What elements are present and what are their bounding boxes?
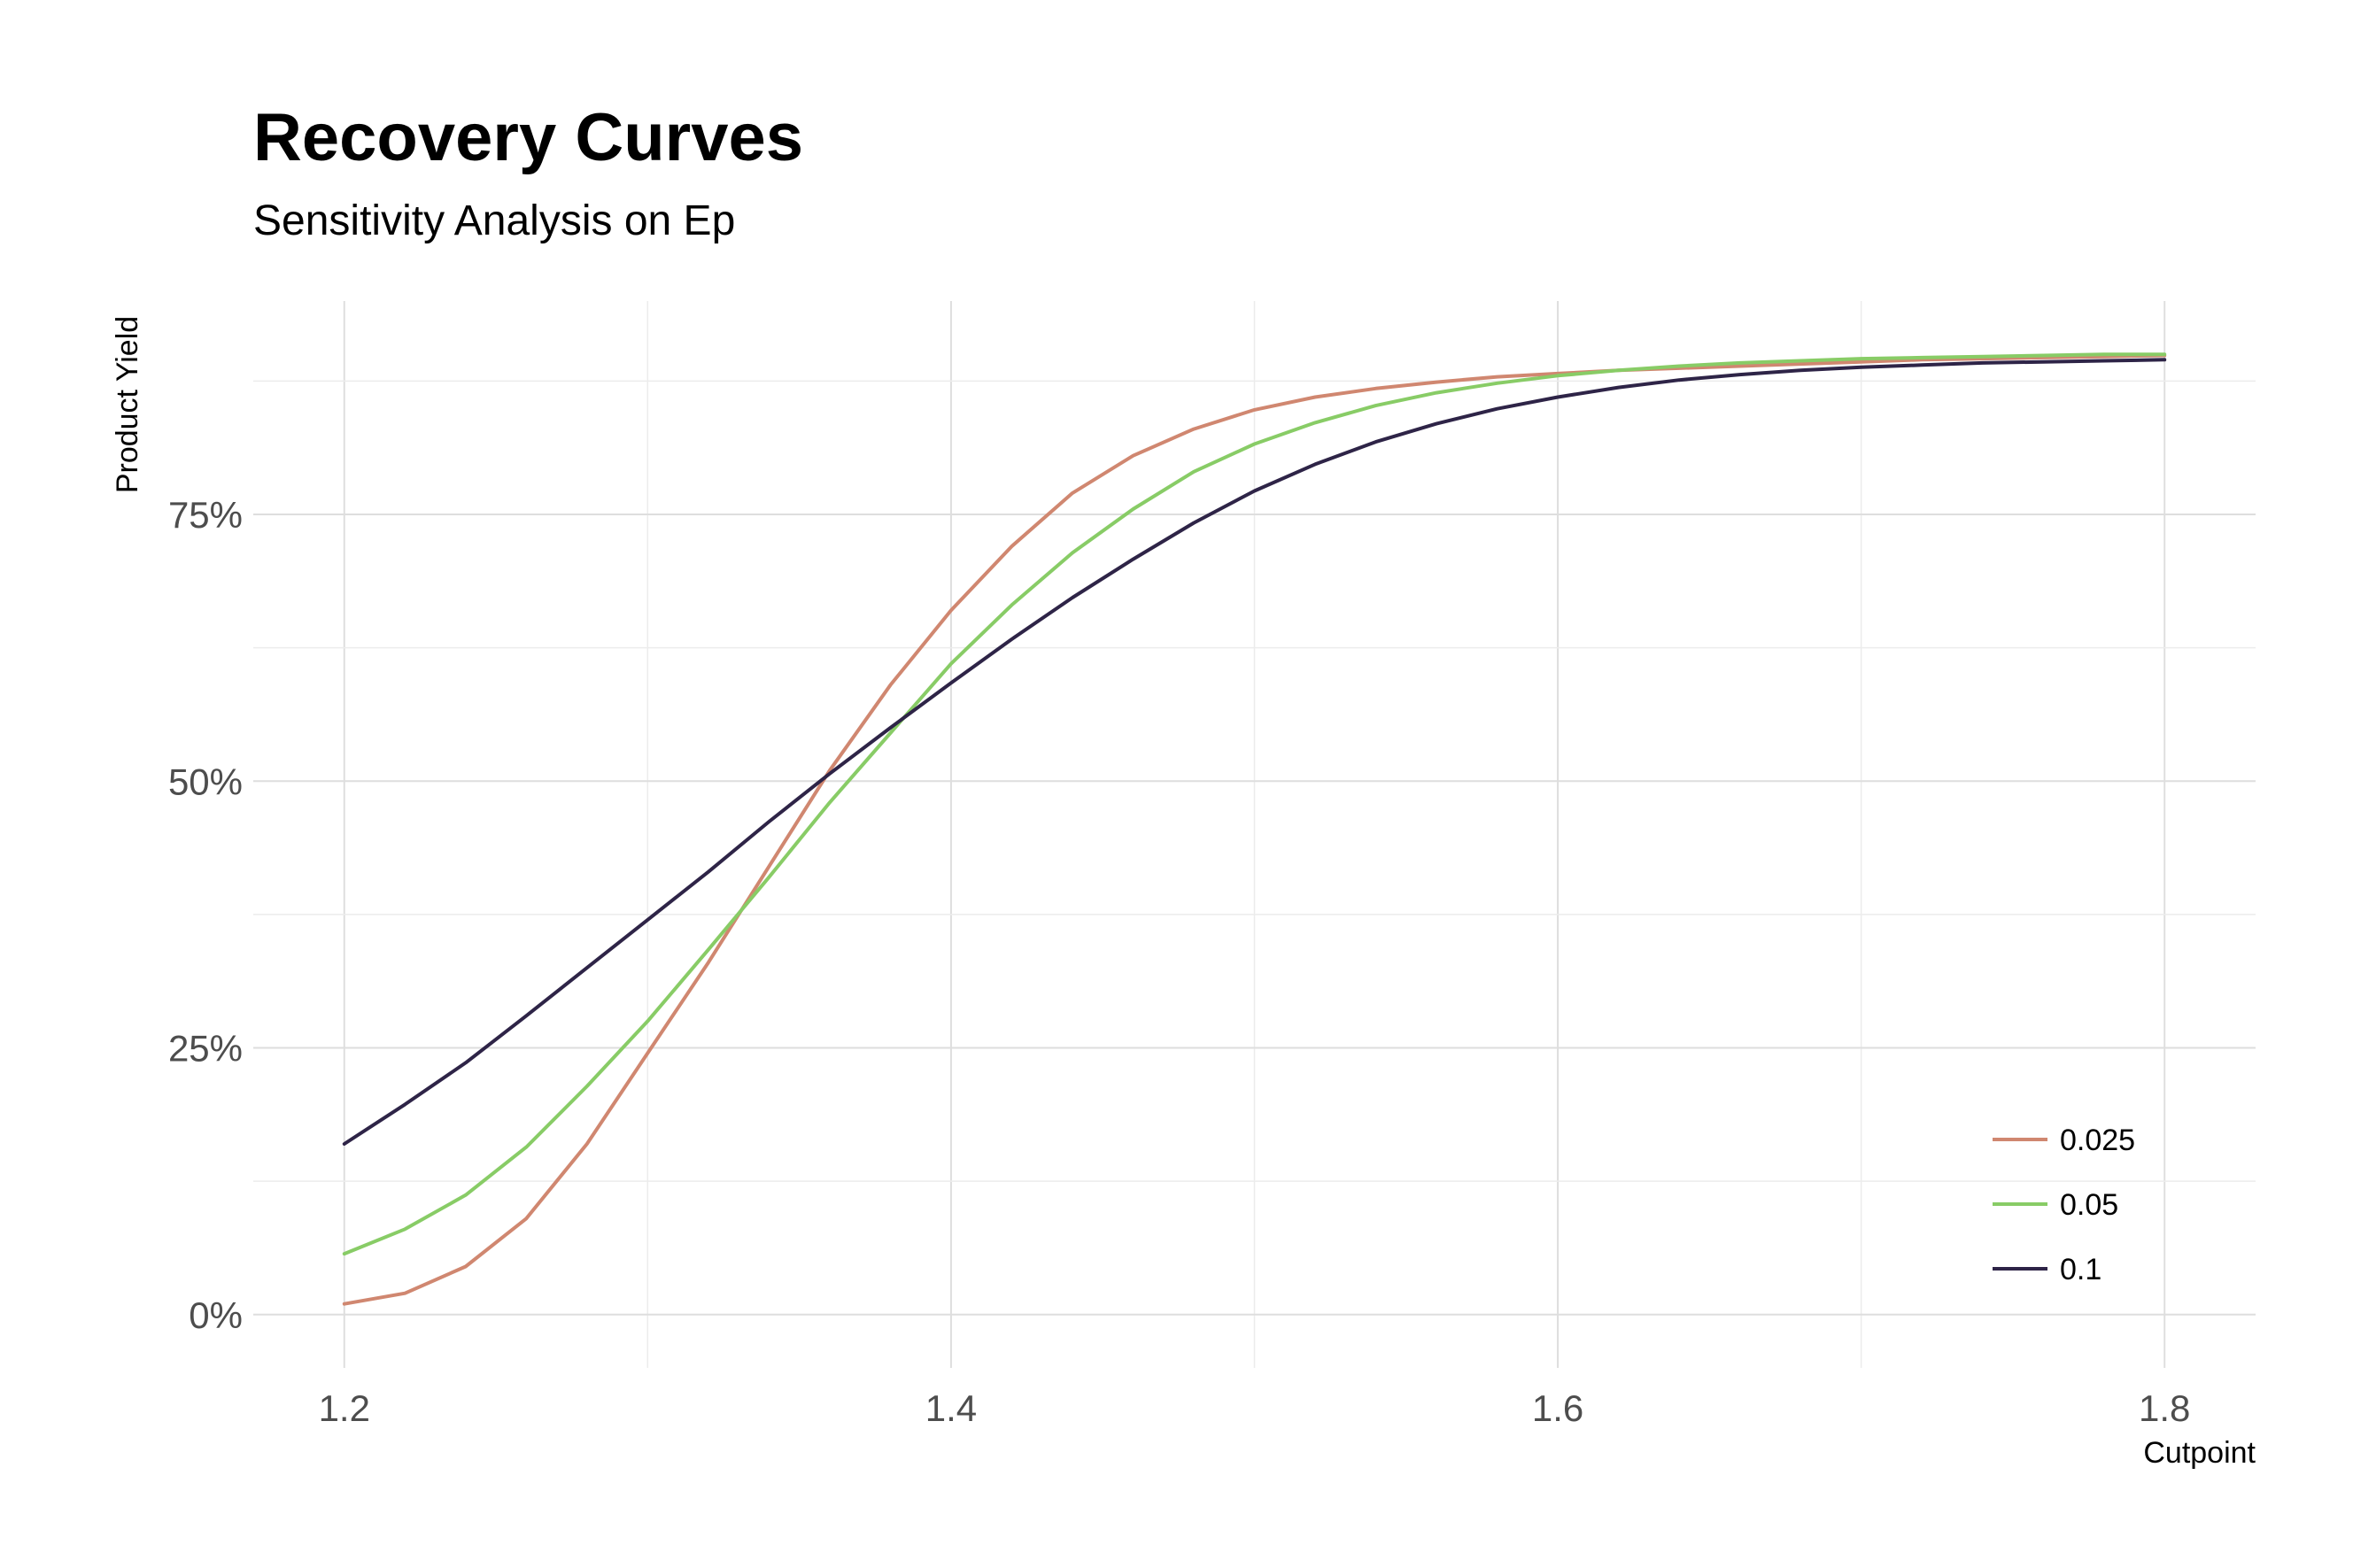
legend-label: 0.025 <box>2060 1124 2135 1157</box>
tick-labels: 1.2 1.4 1.6 1.8 0% 25% 50% 75% <box>168 494 2190 1429</box>
y-tick-label: 25% <box>168 1028 243 1070</box>
x-tick-label: 1.4 <box>925 1387 977 1429</box>
series-line-0.1 <box>342 358 2167 1146</box>
y-tick-label: 0% <box>189 1294 243 1336</box>
series-line-0.05 <box>342 352 2167 1256</box>
x-tick-label: 1.2 <box>319 1387 370 1429</box>
y-tick-label: 50% <box>168 761 243 802</box>
grid <box>253 301 2256 1368</box>
chart-subtitle: Sensitivity Analysis on Ep <box>253 197 736 244</box>
x-tick-label: 1.8 <box>2139 1387 2190 1429</box>
x-tick-label: 1.6 <box>1532 1387 1583 1429</box>
chart-title: Recovery Curves <box>253 100 804 175</box>
y-axis-title: Product Yield <box>111 316 144 493</box>
y-tick-label: 75% <box>168 494 243 536</box>
legend-label: 0.1 <box>2060 1253 2101 1286</box>
series-line-0.025 <box>342 353 2167 1306</box>
legend: 0.025 0.05 0.1 <box>1993 1124 2135 1286</box>
x-axis-title: Cutpoint <box>2143 1436 2256 1470</box>
series-lines <box>342 352 2167 1306</box>
legend-label: 0.05 <box>2060 1188 2118 1222</box>
